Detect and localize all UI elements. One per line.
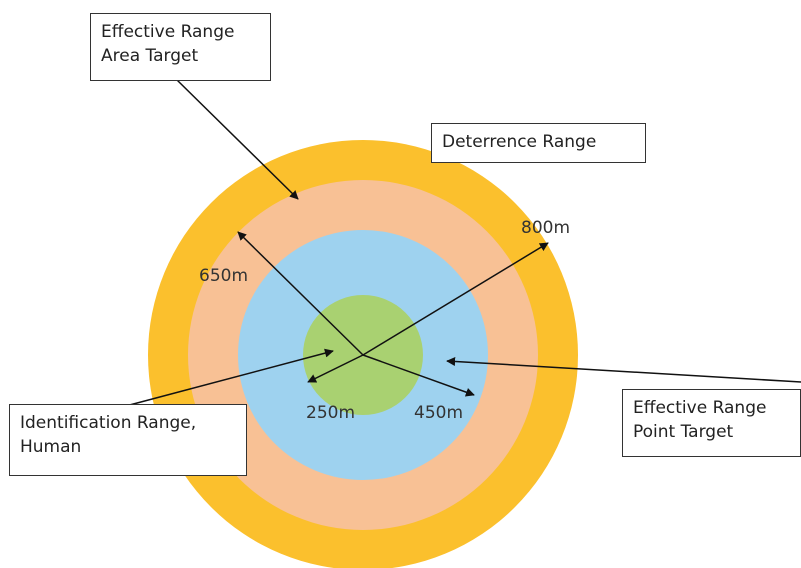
distance-450m-label: 450m	[414, 403, 464, 423]
distance-650m-label: 650m	[199, 266, 249, 286]
distance-250m-label: 250m	[306, 403, 356, 423]
effective-range-point-target-label: Effective Range Point Target	[622, 389, 801, 457]
deterrence-range-label: Deterrence Range	[431, 123, 646, 163]
radius-arrow-450m	[362, 354, 475, 397]
radius-arrow-650m	[237, 231, 364, 356]
identification-range-label: Identification Range, Human	[9, 404, 247, 476]
distance-800m-label: 800m	[521, 218, 571, 238]
radius-arrow-250m	[307, 354, 364, 383]
leader-point-target	[446, 356, 801, 383]
effective-range-area-target-label: Effective Range Area Target	[90, 13, 271, 81]
leader-area-target	[176, 79, 299, 200]
radius-arrow-800m	[362, 242, 549, 356]
